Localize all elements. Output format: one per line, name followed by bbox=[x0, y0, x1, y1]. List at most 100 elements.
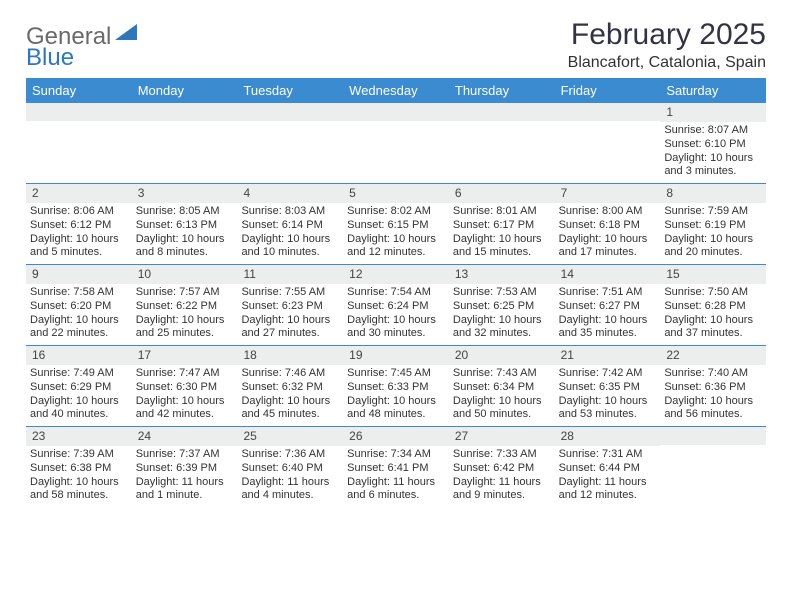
day-cell: 17Sunrise: 7:47 AMSunset: 6:30 PMDayligh… bbox=[132, 346, 238, 426]
day-detail-line: Sunset: 6:23 PM bbox=[241, 300, 339, 314]
weekday-header: Sunday bbox=[26, 78, 132, 103]
day-number: 26 bbox=[343, 427, 449, 446]
day-number: 21 bbox=[555, 346, 661, 365]
day-number: 3 bbox=[132, 184, 238, 203]
day-number: 8 bbox=[660, 184, 766, 203]
day-number: 18 bbox=[237, 346, 343, 365]
day-cell: 1Sunrise: 8:07 AMSunset: 6:10 PMDaylight… bbox=[660, 103, 766, 183]
day-detail-line: Sunrise: 8:01 AM bbox=[453, 205, 551, 219]
weekday-header-row: SundayMondayTuesdayWednesdayThursdayFrid… bbox=[26, 78, 766, 103]
week-row: 9Sunrise: 7:58 AMSunset: 6:20 PMDaylight… bbox=[26, 264, 766, 345]
day-cell: 13Sunrise: 7:53 AMSunset: 6:25 PMDayligh… bbox=[449, 265, 555, 345]
day-detail-line: Sunset: 6:14 PM bbox=[241, 219, 339, 233]
day-detail-line: Sunset: 6:24 PM bbox=[347, 300, 445, 314]
weekday-header: Tuesday bbox=[237, 78, 343, 103]
day-cell: 28Sunrise: 7:31 AMSunset: 6:44 PMDayligh… bbox=[555, 427, 661, 507]
day-detail-line: Daylight: 10 hours and 58 minutes. bbox=[30, 476, 128, 504]
day-number: 20 bbox=[449, 346, 555, 365]
day-detail-line: Daylight: 10 hours and 40 minutes. bbox=[30, 395, 128, 423]
day-detail-line: Sunset: 6:42 PM bbox=[453, 462, 551, 476]
day-detail-line: Sunset: 6:32 PM bbox=[241, 381, 339, 395]
day-number: 2 bbox=[26, 184, 132, 203]
day-detail-line: Daylight: 10 hours and 25 minutes. bbox=[136, 314, 234, 342]
logo-text: General Blue bbox=[26, 24, 137, 70]
weekday-header: Monday bbox=[132, 78, 238, 103]
day-detail-line: Daylight: 10 hours and 10 minutes. bbox=[241, 233, 339, 261]
day-number bbox=[343, 103, 449, 121]
day-detail-line: Daylight: 10 hours and 20 minutes. bbox=[664, 233, 762, 261]
day-cell bbox=[237, 103, 343, 183]
day-cell: 11Sunrise: 7:55 AMSunset: 6:23 PMDayligh… bbox=[237, 265, 343, 345]
day-number: 27 bbox=[449, 427, 555, 446]
day-cell: 10Sunrise: 7:57 AMSunset: 6:22 PMDayligh… bbox=[132, 265, 238, 345]
day-detail-line: Sunset: 6:38 PM bbox=[30, 462, 128, 476]
header: General Blue February 2025 Blancafort, C… bbox=[26, 18, 766, 72]
day-detail-line: Daylight: 11 hours and 1 minute. bbox=[136, 476, 234, 504]
day-number: 6 bbox=[449, 184, 555, 203]
calendar-grid: SundayMondayTuesdayWednesdayThursdayFrid… bbox=[26, 78, 766, 507]
day-detail-line: Sunset: 6:25 PM bbox=[453, 300, 551, 314]
day-detail-line: Daylight: 10 hours and 22 minutes. bbox=[30, 314, 128, 342]
day-detail-line: Sunset: 6:36 PM bbox=[664, 381, 762, 395]
day-number bbox=[660, 427, 766, 445]
weekday-header: Friday bbox=[555, 78, 661, 103]
day-number: 11 bbox=[237, 265, 343, 284]
day-number bbox=[237, 103, 343, 121]
day-cell: 6Sunrise: 8:01 AMSunset: 6:17 PMDaylight… bbox=[449, 184, 555, 264]
day-number: 1 bbox=[660, 103, 766, 122]
day-cell: 18 Sunrise: 7:46 AMSunset: 6:32 PMDayligh… bbox=[237, 346, 343, 426]
day-number: 24 bbox=[132, 427, 238, 446]
day-detail-line: Sunrise: 7:58 AM bbox=[30, 286, 128, 300]
day-detail-line: Daylight: 11 hours and 6 minutes. bbox=[347, 476, 445, 504]
day-detail-line: Sunrise: 7:34 AM bbox=[347, 448, 445, 462]
day-cell: 19Sunrise: 7:45 AMSunset: 6:33 PMDayligh… bbox=[343, 346, 449, 426]
day-detail-line: Sunset: 6:10 PM bbox=[664, 138, 762, 152]
day-cell: 25Sunrise: 7:36 AMSunset: 6:40 PMDayligh… bbox=[237, 427, 343, 507]
day-detail-line: Daylight: 11 hours and 12 minutes. bbox=[559, 476, 657, 504]
day-detail-line: Sunrise: 7:50 AM bbox=[664, 286, 762, 300]
day-detail-line: Sunrise: 8:03 AM bbox=[241, 205, 339, 219]
day-detail-line: Sunset: 6:30 PM bbox=[136, 381, 234, 395]
day-number: 17 bbox=[132, 346, 238, 365]
day-detail-line: Daylight: 10 hours and 5 minutes. bbox=[30, 233, 128, 261]
day-detail-line: Daylight: 10 hours and 17 minutes. bbox=[559, 233, 657, 261]
day-detail-line: Daylight: 10 hours and 48 minutes. bbox=[347, 395, 445, 423]
day-cell: 5Sunrise: 8:02 AMSunset: 6:15 PMDaylight… bbox=[343, 184, 449, 264]
day-cell bbox=[555, 103, 661, 183]
day-detail-line: Sunrise: 7:37 AM bbox=[136, 448, 234, 462]
day-detail-line: Sunrise: 7:53 AM bbox=[453, 286, 551, 300]
day-cell: 26Sunrise: 7:34 AMSunset: 6:41 PMDayligh… bbox=[343, 427, 449, 507]
day-number: 23 bbox=[26, 427, 132, 446]
day-number: 22 bbox=[660, 346, 766, 365]
day-detail-line: Sunrise: 8:07 AM bbox=[664, 124, 762, 138]
day-number: 28 bbox=[555, 427, 661, 446]
day-number: 5 bbox=[343, 184, 449, 203]
day-detail-line: Sunset: 6:15 PM bbox=[347, 219, 445, 233]
day-detail-line: Sunset: 6:19 PM bbox=[664, 219, 762, 233]
day-cell bbox=[660, 427, 766, 507]
day-cell: 12Sunrise: 7:54 AMSunset: 6:24 PMDayligh… bbox=[343, 265, 449, 345]
day-detail-line: Daylight: 10 hours and 27 minutes. bbox=[241, 314, 339, 342]
day-cell: 3Sunrise: 8:05 AMSunset: 6:13 PMDaylight… bbox=[132, 184, 238, 264]
week-row: 23Sunrise: 7:39 AMSunset: 6:38 PMDayligh… bbox=[26, 426, 766, 507]
month-title: February 2025 bbox=[568, 18, 766, 52]
day-detail-line: Sunset: 6:33 PM bbox=[347, 381, 445, 395]
day-detail-line: Sunrise: 7:46 AM bbox=[241, 367, 339, 381]
day-detail-line: Sunrise: 7:43 AM bbox=[453, 367, 551, 381]
day-number bbox=[555, 103, 661, 121]
day-detail-line: Daylight: 11 hours and 4 minutes. bbox=[241, 476, 339, 504]
day-detail-line: Daylight: 10 hours and 45 minutes. bbox=[241, 395, 339, 423]
day-detail-line: Sunrise: 7:59 AM bbox=[664, 205, 762, 219]
day-detail-line: Sunrise: 7:31 AM bbox=[559, 448, 657, 462]
day-detail-line: Sunrise: 7:33 AM bbox=[453, 448, 551, 462]
day-detail-line: Sunrise: 7:47 AM bbox=[136, 367, 234, 381]
day-detail-line: Sunrise: 8:06 AM bbox=[30, 205, 128, 219]
day-detail-line: Sunrise: 7:39 AM bbox=[30, 448, 128, 462]
day-cell: 8 Sunrise: 7:59 AMSunset: 6:19 PMDaylight… bbox=[660, 184, 766, 264]
day-cell: 21Sunrise: 7:42 AMSunset: 6:35 PMDayligh… bbox=[555, 346, 661, 426]
day-detail-line: Sunset: 6:17 PM bbox=[453, 219, 551, 233]
day-cell: 16Sunrise: 7:49 AMSunset: 6:29 PMDayligh… bbox=[26, 346, 132, 426]
day-detail-line: Daylight: 10 hours and 56 minutes. bbox=[664, 395, 762, 423]
day-detail-line: Daylight: 10 hours and 32 minutes. bbox=[453, 314, 551, 342]
day-number: 10 bbox=[132, 265, 238, 284]
